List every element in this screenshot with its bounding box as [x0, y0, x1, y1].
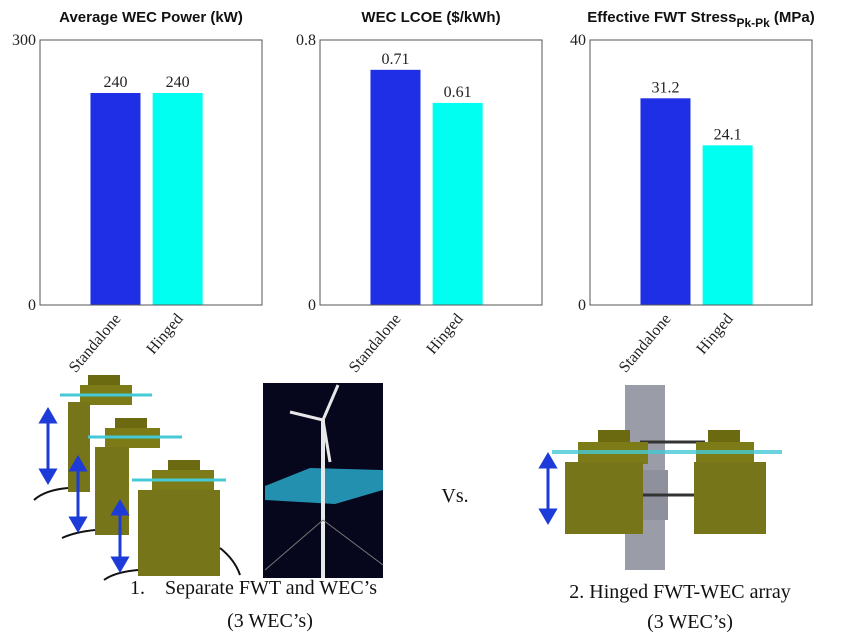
chart-title: Average WEC Power (kW): [59, 9, 243, 26]
x-tick-label: Standalone: [616, 311, 675, 376]
axes-box: [320, 40, 542, 305]
x-tick-label: Standalone: [66, 311, 125, 376]
caption: 1. Separate FWT and WEC’s: [130, 577, 377, 599]
separate-wec-illustration: [34, 375, 383, 580]
y-tick-label: 40: [570, 32, 586, 49]
figure: 1. Separate FWT and WEC’s (3 WEC’s) Vs. …: [0, 0, 853, 638]
bar: [433, 103, 483, 305]
bar: [153, 93, 203, 305]
value-label: 0.71: [381, 51, 409, 68]
chart-title-subscript: Pk-Pk: [737, 16, 771, 30]
y-tick-label: 0: [308, 297, 316, 314]
chart-title-text: Effective FWT Stress: [587, 9, 736, 26]
bar: [703, 145, 753, 305]
hinged-array-illustration: [541, 385, 782, 570]
chart-title: Effective FWT StressPk-Pk(MPa): [587, 9, 814, 30]
caption: (3 WEC’s): [227, 610, 313, 632]
value-label: 240: [103, 74, 127, 91]
chart-title-text: WEC LCOE ($/kWh): [361, 9, 500, 26]
x-tick-label: Standalone: [346, 311, 405, 376]
bar: [90, 93, 140, 305]
value-label: 240: [166, 74, 190, 91]
caption: Vs.: [441, 485, 468, 507]
bar: [370, 70, 420, 305]
chart-title-suffix: (MPa): [774, 9, 815, 26]
caption: 2. Hinged FWT-WEC array: [569, 581, 790, 603]
x-tick-label: Hinged: [143, 311, 186, 358]
axes-box: [590, 40, 812, 305]
value-label: 24.1: [714, 126, 742, 143]
y-tick-label: 0: [578, 297, 586, 314]
caption: (3 WEC’s): [647, 611, 733, 633]
y-tick-label: 0: [28, 297, 36, 314]
bar: [640, 98, 690, 305]
y-tick-label: 300: [12, 32, 36, 49]
value-label: 0.61: [444, 84, 472, 101]
x-tick-label: Hinged: [423, 311, 466, 358]
chart-title-text: Average WEC Power (kW): [59, 9, 243, 26]
y-tick-label: 0.8: [296, 32, 316, 49]
axes-box: [40, 40, 262, 305]
value-label: 31.2: [651, 79, 679, 96]
chart-title: WEC LCOE ($/kWh): [361, 9, 500, 26]
x-tick-label: Hinged: [693, 311, 736, 358]
